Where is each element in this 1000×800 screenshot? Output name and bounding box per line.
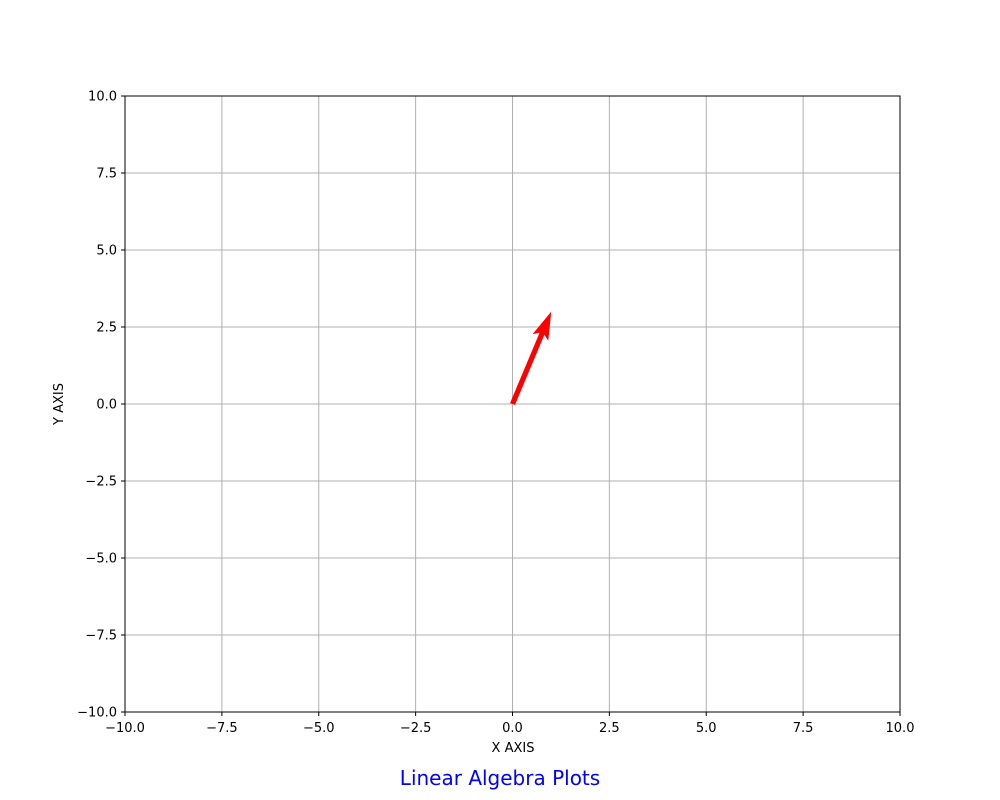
x-axis-label: X AXIS [492,741,535,756]
x-tick-label: 10.0 [886,721,915,736]
y-tick-label: −7.5 [85,629,117,644]
x-tick-label: −10.0 [105,721,145,736]
y-tick-label: −5.0 [85,552,117,567]
x-tick-label: 0.0 [502,721,523,736]
y-tick-label: 0.0 [96,398,117,413]
y-tick-label: 10.0 [88,90,117,105]
x-tick-label: −5.0 [303,721,335,736]
y-tick-label: 2.5 [96,321,117,336]
x-tick-label: 5.0 [696,721,717,736]
y-tick-label: 7.5 [96,167,117,182]
x-tick-label: 2.5 [599,721,620,736]
tick-layer: −10.0 −7.5 −5.0 −2.5 0.0 2.5 5.0 7.5 10.0 −10.0 −7… [77,90,914,737]
x-tick-label: 7.5 [793,721,814,736]
x-tick-label: −7.5 [206,721,238,736]
y-tick-label: −10.0 [77,706,117,721]
y-axis-label: Y AXIS [52,383,67,426]
grid-layer [124,95,901,713]
x-tick-label: −2.5 [400,721,432,736]
vector-layer [510,311,552,406]
vector-arrow [510,311,552,406]
chart-caption: Linear Algebra Plots [399,766,601,790]
y-tick-label: 5.0 [96,244,117,259]
y-tick-label: −2.5 [85,475,117,490]
